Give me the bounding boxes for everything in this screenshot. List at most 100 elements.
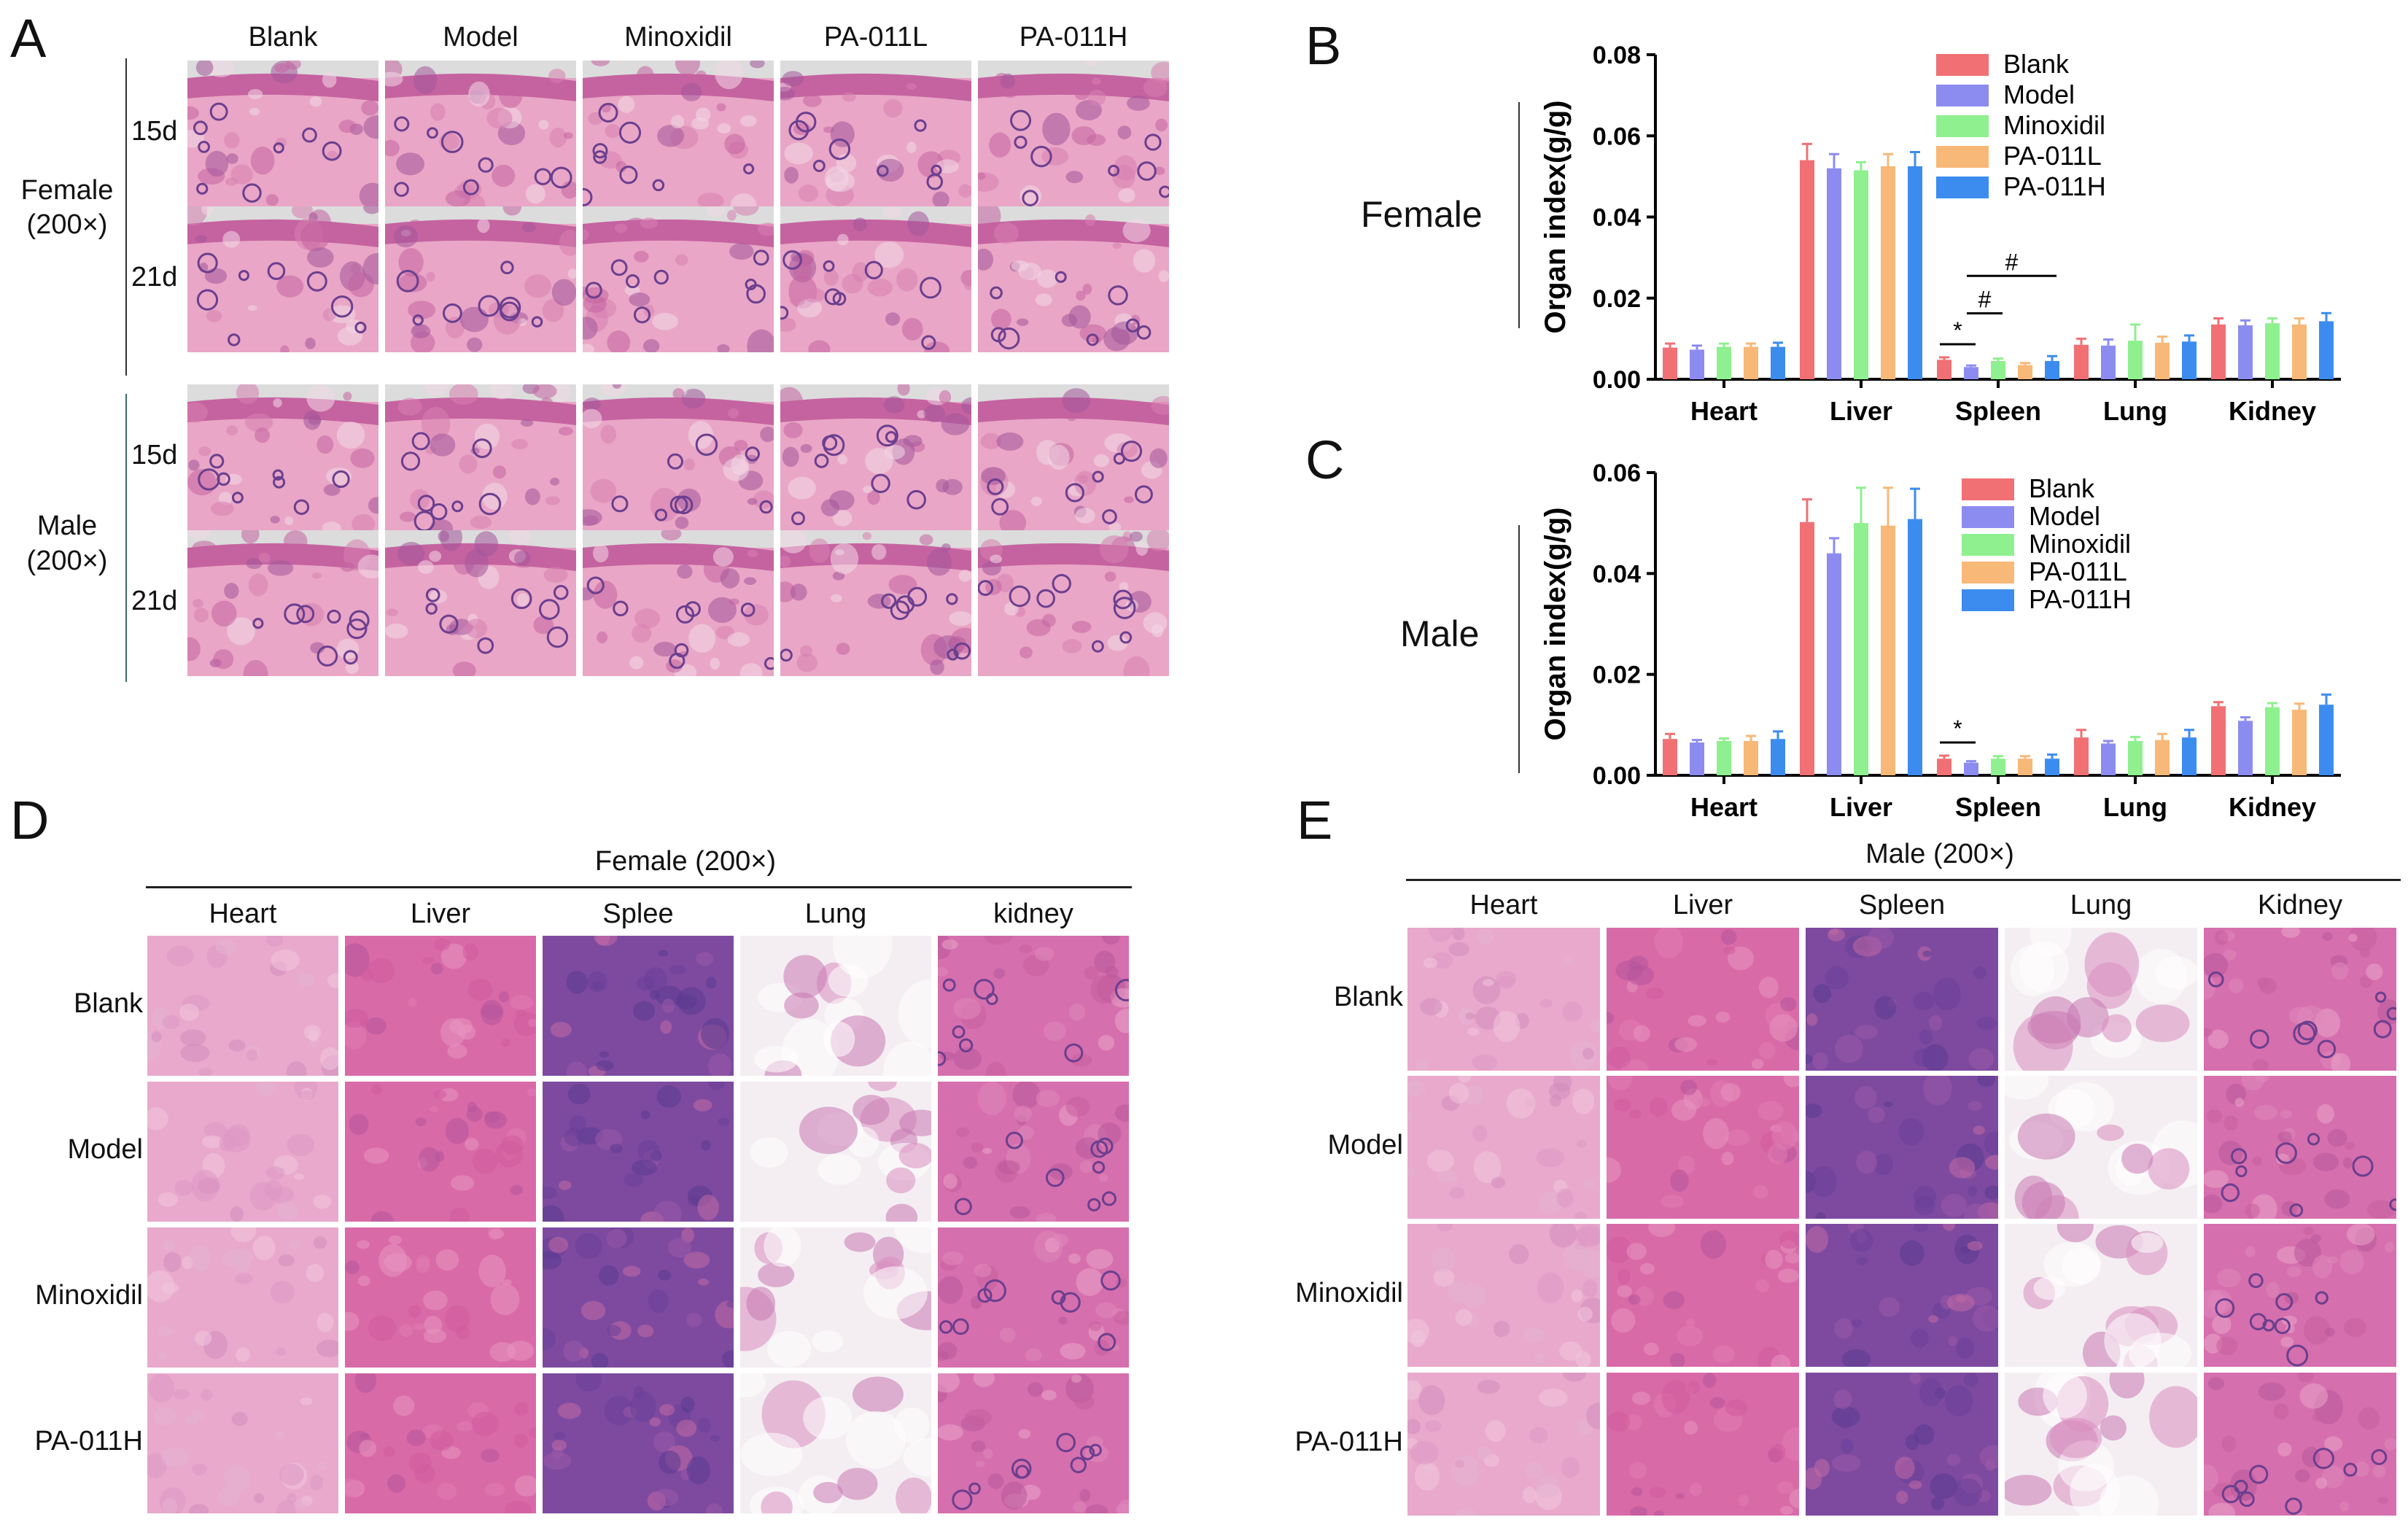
panelD-col-header: Lung: [804, 899, 867, 929]
skin-tissue-image: [978, 206, 1169, 352]
legend-swatch-blank: [1936, 54, 1989, 76]
panel-letter-e: E: [1297, 790, 1333, 850]
liver-tissue-image: [1607, 1224, 1799, 1367]
panelE-row-label: PA-011H: [1294, 1427, 1403, 1457]
legend-label: Model: [2029, 501, 2100, 531]
panelD-col-header: Liver: [410, 899, 471, 929]
legend-swatch-model: [1936, 85, 1989, 106]
panelE-organ-micrograph: [1806, 1224, 1998, 1367]
y-tick-label: 0.06: [1593, 459, 1641, 487]
kidney-tissue-image: [938, 1082, 1129, 1222]
skin-tissue-image: [583, 61, 774, 206]
panel-a-skin-micrograph: [187, 61, 378, 206]
panelE-organ-micrograph: [2204, 928, 2396, 1071]
bar-minoxidil-heart: [1717, 740, 1731, 775]
kidney-tissue-image: [2204, 928, 2396, 1071]
legend-label: Minoxidil: [2003, 110, 2105, 140]
panel-letter-d: D: [10, 790, 50, 850]
panel-a-skin-micrograph: [187, 206, 378, 352]
panel-a-skin-micrograph: [780, 206, 971, 352]
legend-swatch-pa-011h: [1962, 589, 2014, 611]
legend-swatch-pa-011h: [1936, 177, 1989, 198]
bar-model-kidney: [2238, 325, 2253, 379]
lung-tissue-image: [2005, 1076, 2197, 1219]
spleen-tissue-image: [543, 1227, 734, 1368]
bar-blank-heart: [1663, 739, 1677, 775]
panel-c-separator: [1518, 525, 1520, 773]
y-tick-label: 0.06: [1593, 123, 1641, 150]
panelD-organ-micrograph: [543, 936, 734, 1076]
bar-minoxidil-kidney: [2265, 707, 2280, 775]
panelD-organ-micrograph: [740, 936, 931, 1076]
skin-tissue-image: [583, 530, 774, 676]
kidney-tissue-image: [2204, 1373, 2396, 1516]
skin-tissue-image: [780, 530, 971, 676]
panelE-organ-micrograph: [2204, 1373, 2396, 1516]
heart-tissue-image: [1407, 928, 1600, 1071]
bar-pa-011l-heart: [1744, 740, 1758, 775]
bar-minoxidil-spleen: [1991, 360, 2005, 379]
panel-a-group-bracket: [125, 394, 127, 682]
spleen-tissue-image: [1806, 928, 1998, 1071]
legend-label: PA-011H: [2003, 171, 2106, 201]
bar-model-heart: [1690, 349, 1704, 379]
skin-tissue-image: [385, 384, 576, 530]
panel-a-row-label: 21d: [131, 262, 178, 292]
skin-tissue-image: [187, 530, 378, 676]
bar-minoxidil-liver: [1854, 523, 1868, 775]
bar-pa-011h-spleen: [2045, 360, 2059, 379]
heart-tissue-image: [147, 1082, 338, 1222]
panel-a-skin-micrograph: [780, 384, 971, 530]
lung-tissue-image: [2005, 1224, 2197, 1367]
liver-tissue-image: [1607, 1373, 1799, 1516]
panelE-title: Male (200×): [1865, 839, 2014, 869]
liver-tissue-image: [345, 1082, 536, 1222]
panel-a-skin-micrograph: [583, 530, 774, 676]
bar-pa-011h-kidney: [2319, 321, 2334, 379]
kidney-tissue-image: [938, 1373, 1129, 1513]
panelE-organ-micrograph: [1607, 1373, 1799, 1516]
x-tick-label: Spleen: [1955, 396, 2041, 426]
y-tick-label: 0.04: [1593, 204, 1641, 232]
legend-swatch-pa-011l: [1936, 146, 1989, 168]
panelE-organ-micrograph: [2204, 1224, 2396, 1367]
bar-pa-011l-liver: [1881, 166, 1895, 379]
legend-label: Minoxidil: [2029, 529, 2131, 559]
bar-pa-011h-heart: [1771, 739, 1785, 775]
panel-a-row-label: 15d: [131, 116, 178, 147]
bar-pa-011h-heart: [1771, 346, 1785, 379]
bar-pa-011h-spleen: [2045, 759, 2059, 775]
bar-pa-011h-kidney: [2319, 705, 2334, 775]
panelD-organ-micrograph: [938, 1227, 1129, 1368]
bar-blank-liver: [1800, 521, 1814, 775]
panelE-col-header: Liver: [1672, 890, 1733, 920]
spleen-tissue-image: [543, 1082, 734, 1222]
bar-model-lung: [2101, 743, 2116, 775]
panelD-organ-micrograph: [938, 936, 1129, 1076]
panelE-col-header: Heart: [1469, 890, 1538, 920]
panel-letter-c: C: [1305, 430, 1345, 490]
panelD-row-label: Blank: [73, 988, 143, 1019]
liver-tissue-image: [1607, 1076, 1799, 1219]
skin-tissue-image: [583, 384, 774, 530]
panelE-row-label: Minoxidil: [1295, 1278, 1403, 1308]
lung-tissue-image: [2005, 928, 2197, 1071]
bar-pa-011l-liver: [1881, 525, 1895, 775]
y-tick-label: 0.00: [1593, 762, 1641, 790]
y-tick-label: 0.04: [1593, 560, 1641, 588]
panelE-organ-micrograph: [1607, 1076, 1799, 1219]
skin-tissue-image: [978, 61, 1169, 206]
panel-b-separator: [1518, 102, 1520, 328]
skin-tissue-image: [385, 530, 576, 676]
bar-model-kidney: [2238, 721, 2253, 775]
bar-blank-lung: [2074, 737, 2089, 775]
panel-a-col-header: Minoxidil: [624, 22, 732, 53]
panel-letter-a: A: [10, 8, 47, 69]
panelE-organ-micrograph: [2204, 1076, 2396, 1219]
legend-swatch-minoxidil: [1962, 534, 2014, 556]
bar-pa-011l-heart: [1744, 346, 1758, 379]
skin-tissue-image: [780, 206, 971, 352]
spleen-tissue-image: [543, 936, 734, 1076]
panelD-organ-micrograph: [147, 1373, 338, 1513]
panelD-col-header: Splee: [602, 899, 674, 929]
